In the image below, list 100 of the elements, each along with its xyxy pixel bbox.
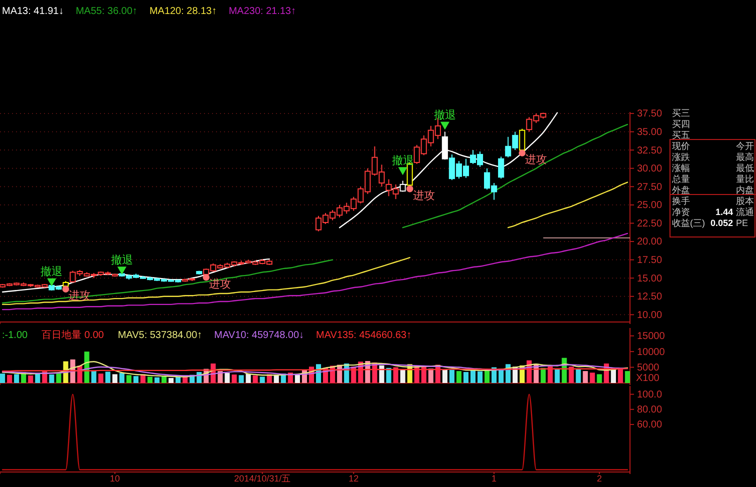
point [398, 167, 408, 176]
bar [98, 374, 104, 383]
bar [126, 375, 132, 383]
annotation: :-1.00 [2, 330, 28, 341]
category-label: 涨幅 [672, 163, 690, 173]
y-tick-label: 30.00 [637, 164, 662, 175]
text: MAV135: 454660.63↑ [316, 330, 412, 341]
category-label: 净资 [672, 207, 690, 217]
y-tick-label: 15000 [637, 331, 666, 342]
bar [421, 366, 426, 383]
x-tick-label: 1 [492, 473, 497, 484]
category-label: 今开 [736, 141, 754, 151]
category-label: PE [736, 218, 748, 228]
bar [246, 374, 251, 383]
category-label: 股本 [736, 196, 754, 206]
bar [0, 374, 6, 383]
y-tick-label: 60.00 [637, 420, 662, 431]
point [440, 122, 450, 130]
bar [112, 374, 118, 383]
bar [154, 377, 160, 383]
text: MA13: 41.91↓ [2, 6, 64, 17]
bar [288, 372, 293, 383]
bar [442, 369, 448, 383]
point [202, 274, 210, 281]
bar [14, 374, 20, 383]
text: MAV5: 537384.00↑ [118, 330, 202, 341]
bar [294, 374, 300, 383]
bar [582, 371, 588, 383]
x-tick-label: 2014/10/31/五 [234, 473, 291, 484]
y-tick-label: 27.50 [637, 182, 662, 193]
y-tick-label: 10000 [637, 346, 666, 358]
text: MA120: 28.13↑ [149, 6, 217, 17]
category-label: 买四 [672, 119, 690, 129]
category-label: 换手 [672, 196, 690, 206]
bar [386, 368, 392, 383]
y-tick-label: 20.00 [637, 236, 662, 248]
y-tick-label: 37.50 [637, 108, 662, 120]
bar [238, 375, 244, 383]
bar [133, 376, 138, 383]
bar [56, 372, 62, 383]
bar [119, 372, 124, 383]
candlestick [442, 131, 448, 160]
bar [456, 371, 462, 383]
bar [252, 375, 258, 383]
x-tick-label: 2 [596, 473, 602, 484]
category-label: 总量 [671, 174, 690, 184]
point [47, 278, 56, 286]
x-tick-label: 12 [348, 473, 359, 484]
bar [590, 372, 595, 383]
y-tick-label: 100.0 [637, 390, 662, 400]
bar [576, 368, 581, 383]
bar [28, 375, 34, 383]
y-tick-label: 22.50 [637, 218, 662, 230]
bar [449, 370, 454, 383]
series-label: 撤退 [40, 265, 63, 278]
y-tick-label: 25.00 [637, 200, 662, 212]
bar [379, 365, 384, 383]
bar [162, 376, 167, 383]
text: MAV10: 459748.00↓ [214, 330, 304, 341]
point [518, 150, 526, 156]
text: MA55: 36.00↑ [76, 6, 138, 17]
bar [105, 372, 110, 383]
bar [224, 372, 230, 383]
y-tick-label: 5000 [637, 362, 660, 374]
y-tick-label: 15.00 [637, 273, 662, 284]
y-tick-label: 32.50 [637, 145, 662, 156]
category-label: 现价 [672, 141, 690, 151]
text: 进攻 [412, 190, 435, 202]
bar [568, 366, 574, 383]
bar [540, 368, 546, 383]
text: MA230: 21.13↑ [228, 6, 296, 17]
x-tick-label: 10 [110, 473, 120, 484]
text: 撤退 [392, 154, 414, 167]
category-label: 流通 [736, 207, 754, 217]
text: 进攻 [525, 154, 548, 166]
bar [554, 368, 560, 383]
bar [484, 370, 490, 383]
bar [624, 371, 630, 383]
bar [400, 370, 406, 383]
text: 进攻 [209, 278, 232, 290]
bar [232, 374, 237, 383]
bar [463, 372, 468, 383]
bar [7, 374, 12, 383]
bar [168, 378, 174, 383]
category-label: 买三 [672, 108, 690, 118]
y-tick-label: 10.00 [637, 310, 662, 321]
point [62, 286, 70, 292]
bar [596, 374, 602, 383]
bar [393, 367, 398, 383]
text: 撤退 [110, 254, 133, 266]
bar [548, 366, 553, 383]
category-label: 涨跌 [672, 152, 690, 162]
category-label: 内盘 [736, 185, 754, 195]
bar [477, 371, 483, 383]
category-label: 量比 [736, 174, 754, 184]
y-tick-label: 35.00 [637, 126, 662, 138]
annotation: 百日地量 0.00 [42, 329, 104, 341]
bar [147, 376, 153, 383]
candlestick [498, 156, 504, 180]
category-label: 收益(三) [672, 218, 705, 228]
